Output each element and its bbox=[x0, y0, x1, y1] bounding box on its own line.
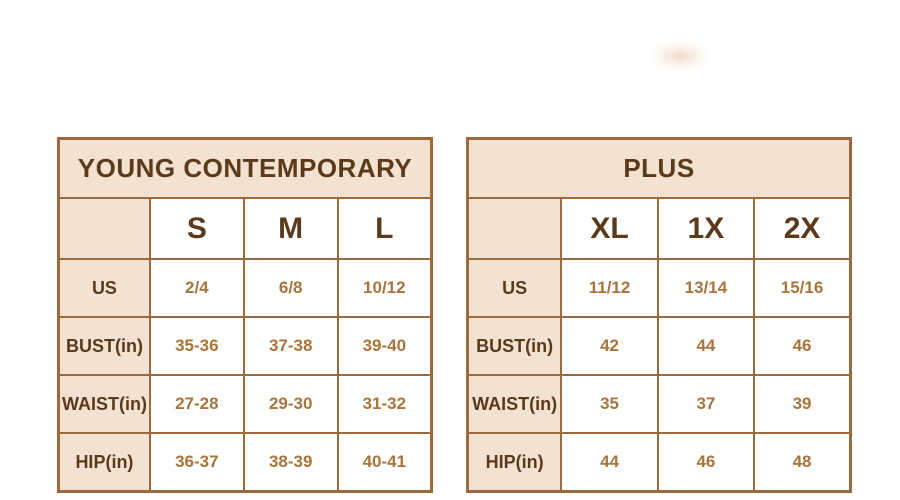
value-cell: 44 bbox=[656, 316, 756, 376]
table-title-plus: PLUS bbox=[466, 137, 852, 199]
value-cell: 35 bbox=[560, 374, 659, 434]
corner-cell bbox=[466, 197, 563, 260]
value-cell: 13/14 bbox=[656, 258, 756, 318]
table-row: WAIST(in) 35 37 39 bbox=[466, 374, 852, 434]
row-label-us: US bbox=[57, 258, 151, 318]
size-header-s: S bbox=[148, 197, 245, 260]
value-cell: 39 bbox=[753, 374, 852, 434]
table-row: HIP(in) 44 46 48 bbox=[466, 432, 852, 493]
value-cell: 46 bbox=[656, 432, 756, 493]
value-cell: 46 bbox=[753, 316, 852, 376]
value-cell: 36-37 bbox=[148, 432, 245, 493]
value-cell: 37 bbox=[656, 374, 756, 434]
size-header-l: L bbox=[336, 197, 433, 260]
table-row: HIP(in) 36-37 38-39 40-41 bbox=[57, 432, 433, 493]
value-cell: 38-39 bbox=[242, 432, 339, 493]
table-title-young-contemporary: YOUNG CONTEMPORARY bbox=[57, 137, 433, 199]
size-header-m: M bbox=[242, 197, 339, 260]
value-cell: 40-41 bbox=[336, 432, 433, 493]
young-contemporary-size-table: YOUNG CONTEMPORARY S M L US 2/4 6/8 10/1… bbox=[57, 137, 433, 493]
value-cell: 37-38 bbox=[242, 316, 339, 376]
table-row: BUST(in) 35-36 37-38 39-40 bbox=[57, 316, 433, 376]
size-header-2x: 2X bbox=[753, 197, 852, 260]
row-label-waist: WAIST(in) bbox=[57, 374, 151, 434]
value-cell: 29-30 bbox=[242, 374, 339, 434]
faint-smudge bbox=[652, 42, 708, 70]
value-cell: 39-40 bbox=[336, 316, 433, 376]
value-cell: 11/12 bbox=[560, 258, 659, 318]
table-row: US 2/4 6/8 10/12 bbox=[57, 258, 433, 318]
corner-cell bbox=[57, 197, 151, 260]
value-cell: 10/12 bbox=[336, 258, 433, 318]
value-cell: 15/16 bbox=[753, 258, 852, 318]
size-header-1x: 1X bbox=[656, 197, 756, 260]
row-label-waist: WAIST(in) bbox=[466, 374, 563, 434]
row-label-hip: HIP(in) bbox=[466, 432, 563, 493]
row-label-hip: HIP(in) bbox=[57, 432, 151, 493]
table-row: US 11/12 13/14 15/16 bbox=[466, 258, 852, 318]
size-header-xl: XL bbox=[560, 197, 659, 260]
table-row: BUST(in) 42 44 46 bbox=[466, 316, 852, 376]
value-cell: 27-28 bbox=[148, 374, 245, 434]
value-cell: 31-32 bbox=[336, 374, 433, 434]
row-label-bust: BUST(in) bbox=[57, 316, 151, 376]
value-cell: 48 bbox=[753, 432, 852, 493]
row-label-us: US bbox=[466, 258, 563, 318]
value-cell: 35-36 bbox=[148, 316, 245, 376]
table-row: WAIST(in) 27-28 29-30 31-32 bbox=[57, 374, 433, 434]
value-cell: 6/8 bbox=[242, 258, 339, 318]
value-cell: 2/4 bbox=[148, 258, 245, 318]
value-cell: 42 bbox=[560, 316, 659, 376]
value-cell: 44 bbox=[560, 432, 659, 493]
row-label-bust: BUST(in) bbox=[466, 316, 563, 376]
plus-size-table: PLUS XL 1X 2X US 11/12 13/14 15/16 BUST(… bbox=[466, 137, 852, 493]
